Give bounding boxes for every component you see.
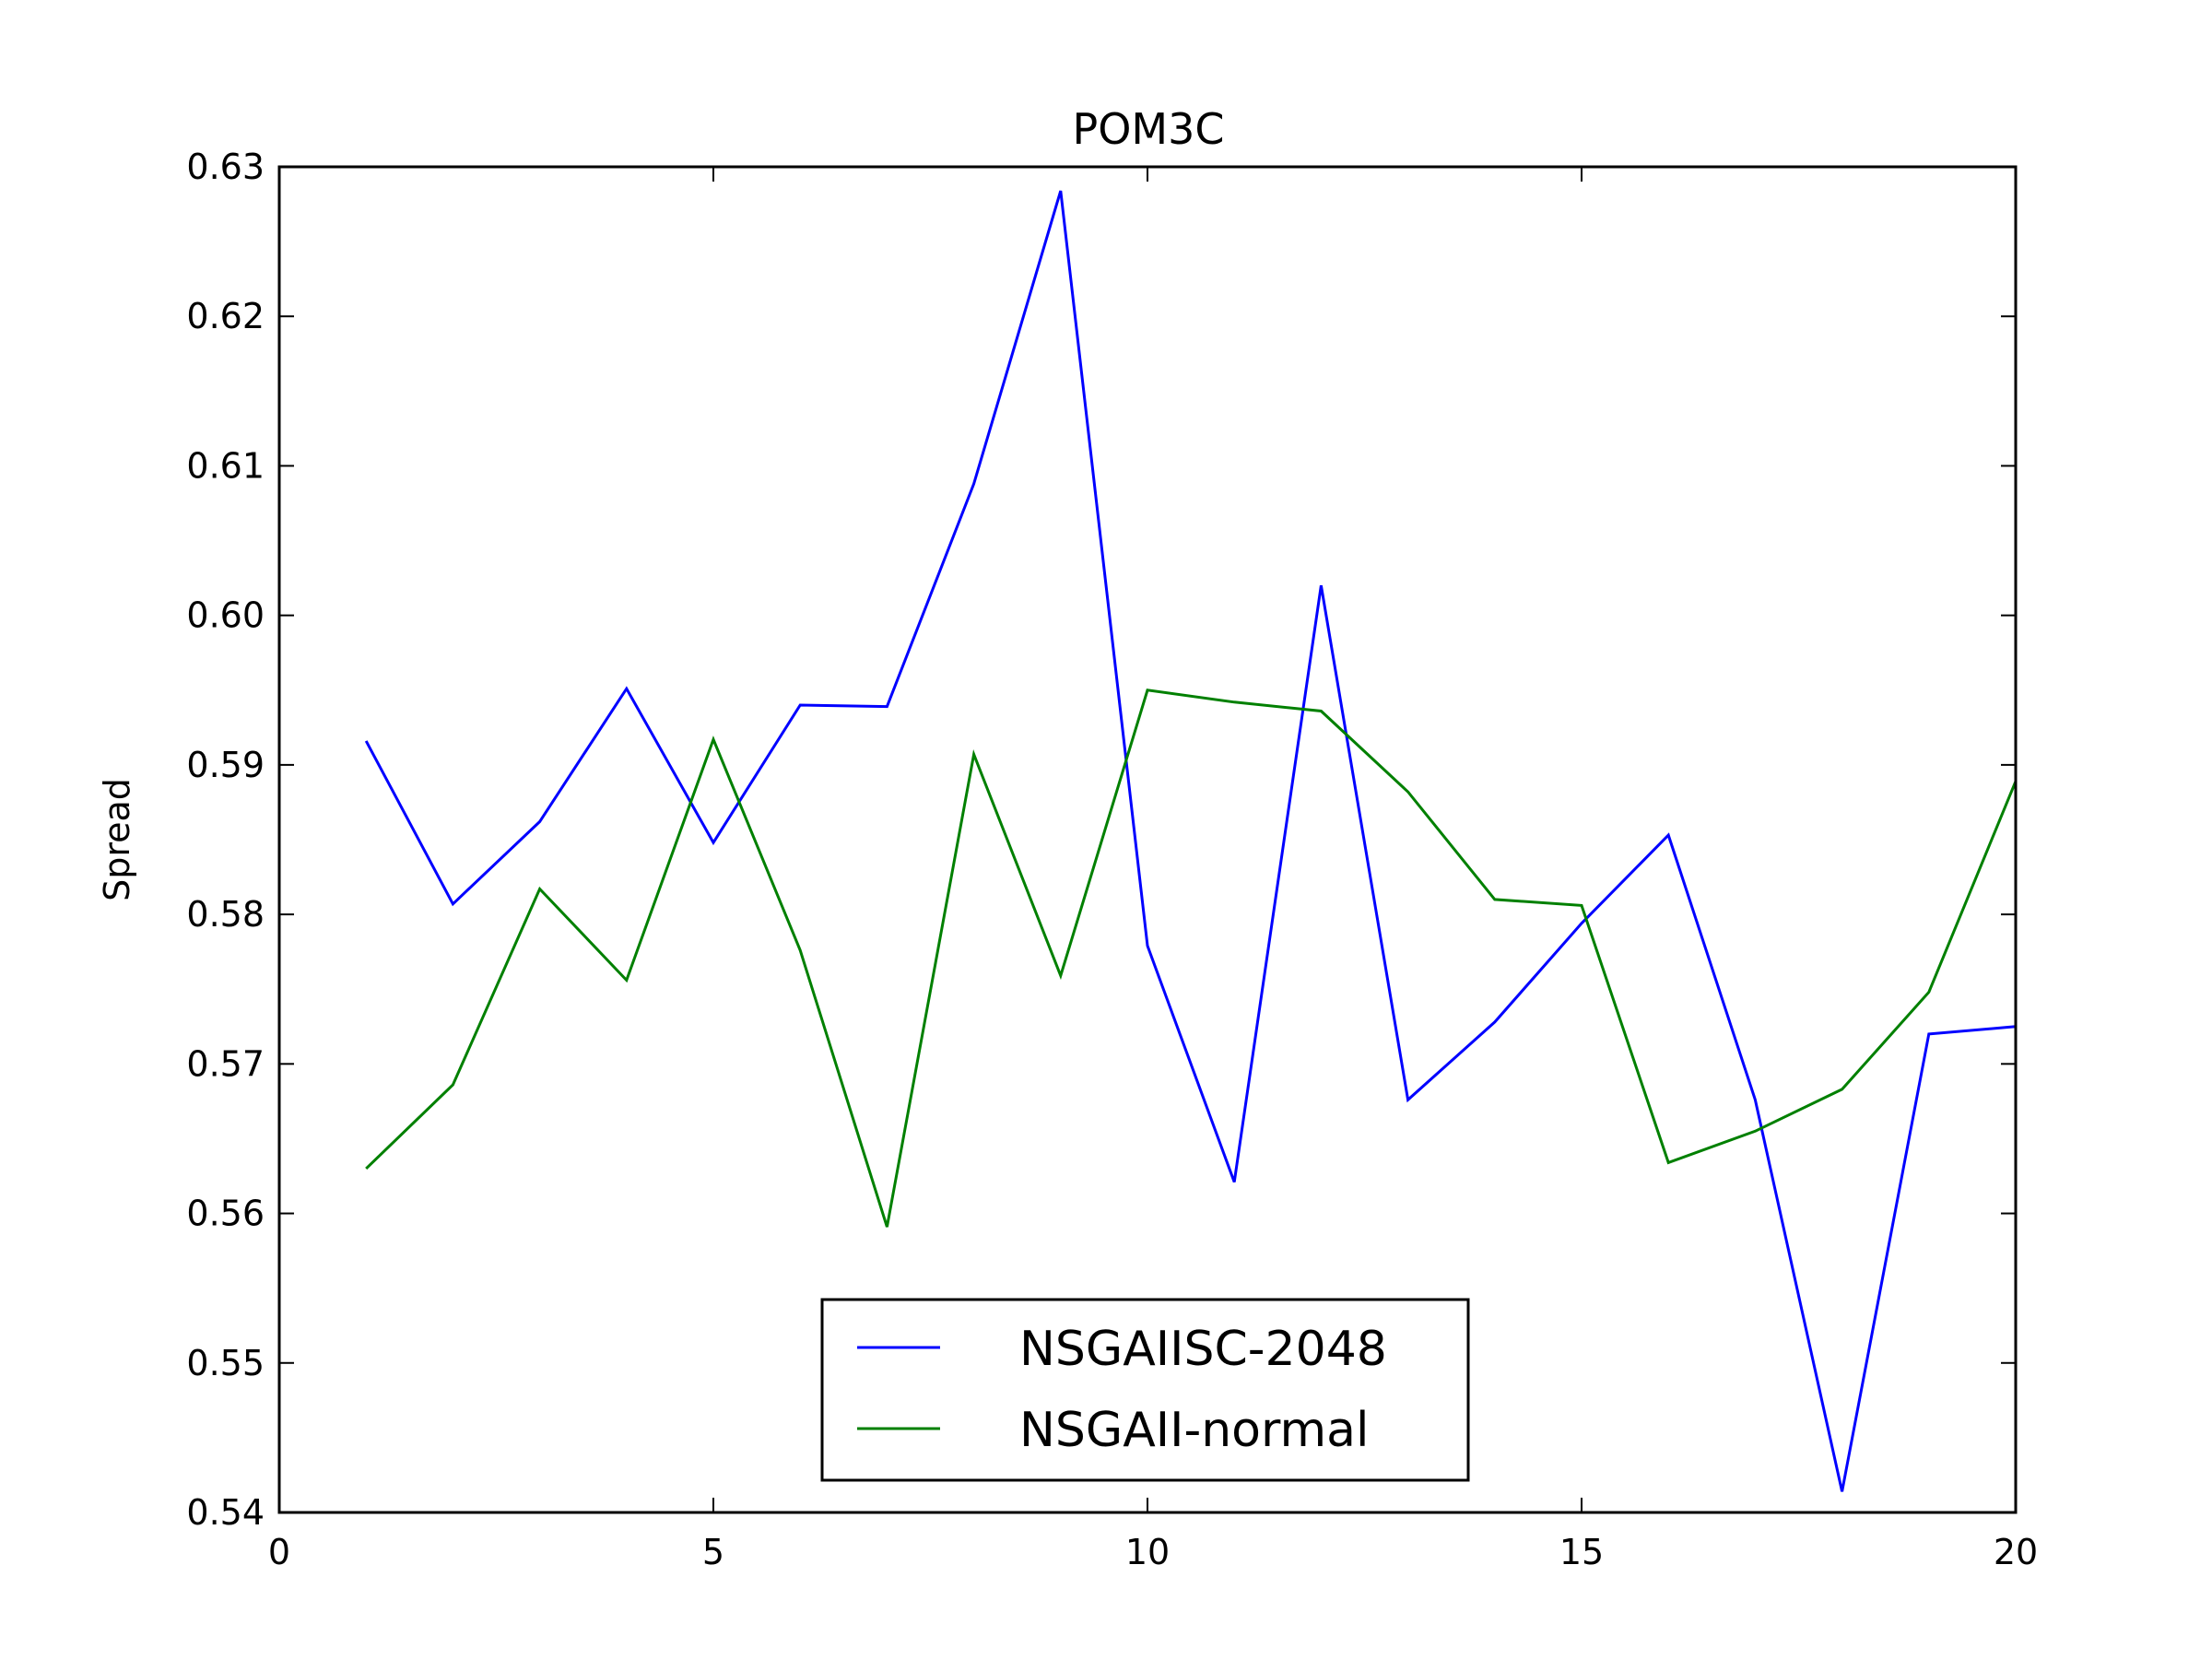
y-tick-label: 0.56 (186, 1194, 265, 1234)
y-tick-label: 0.59 (186, 745, 265, 785)
legend-label: NSGAIISC-2048 (1019, 1322, 1387, 1377)
chart-title: POM3C (1072, 104, 1224, 154)
series-layer (364, 190, 2018, 1492)
series-line-1 (365, 688, 2018, 1228)
y-tick-label: 0.55 (186, 1343, 265, 1383)
y-axis-label: Spread (97, 778, 137, 901)
y-tick-label: 0.57 (186, 1043, 265, 1084)
x-tick-label: 15 (1559, 1532, 1604, 1572)
tick-labels-layer: 0 5 10 15 20 0.54 0.55 0.56 0.57 0.58 0.59 0.60 0.61… (186, 147, 2038, 1572)
x-tick-label: 0 (268, 1532, 290, 1572)
x-tick-label: 10 (1125, 1532, 1170, 1572)
x-tick-label: 20 (1994, 1532, 2038, 1572)
legend-box (820, 1298, 1470, 1482)
series-line-0 (364, 190, 2017, 1492)
y-tick-label: 0.62 (186, 296, 265, 336)
y-tick-label: 0.54 (186, 1492, 265, 1533)
x-tick-label: 5 (702, 1532, 724, 1572)
y-tick-label: 0.58 (186, 894, 265, 935)
legend: NSGAIISC-2048 NSGAII-normal (820, 1298, 1470, 1482)
y-tick-label: 0.60 (186, 595, 265, 636)
plot-frame (277, 165, 2018, 1514)
y-tick-label: 0.61 (186, 445, 265, 486)
legend-label: NSGAII-normal (1019, 1403, 1369, 1458)
y-tick-label: 0.63 (186, 147, 265, 187)
